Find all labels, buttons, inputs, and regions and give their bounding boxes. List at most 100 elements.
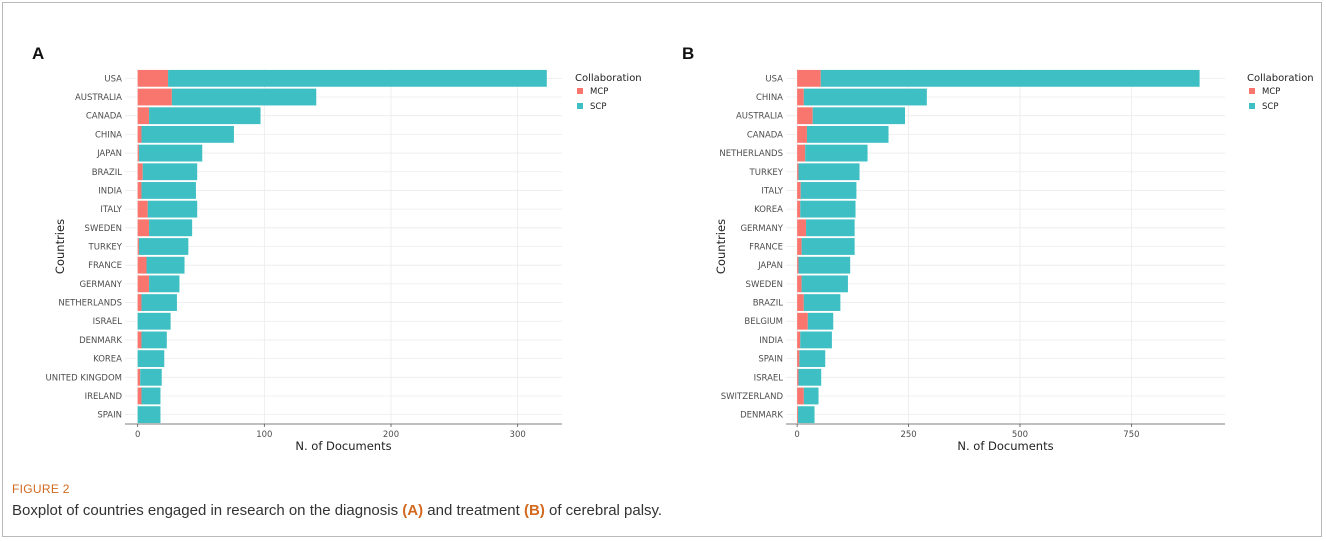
bar-mcp — [137, 144, 139, 162]
bar-scp — [142, 163, 198, 181]
bar-mcp — [137, 294, 142, 311]
bar-mcp — [797, 350, 800, 368]
bar-mcp — [797, 256, 799, 274]
bar-mcp — [137, 219, 150, 237]
bar-mcp — [797, 368, 799, 386]
legend-swatch-scp — [577, 103, 583, 109]
bar-scp — [138, 144, 203, 162]
y-tick-label: ISRAEL — [93, 317, 123, 327]
bar-mcp — [797, 331, 801, 349]
bar-scp — [800, 200, 856, 218]
bar-scp — [137, 406, 161, 424]
legend-label: MCP — [590, 87, 608, 97]
bar-scp — [803, 294, 841, 311]
bar-mcp — [797, 200, 801, 218]
bar-mcp — [137, 107, 150, 125]
bar-mcp — [137, 69, 169, 87]
bar-scp — [147, 200, 198, 218]
bar-scp — [141, 294, 177, 311]
x-tick-label: 200 — [383, 430, 399, 440]
caption-part-1: Boxplot of countries engaged in research… — [12, 502, 403, 519]
bar-scp — [801, 275, 848, 293]
x-tick-label: 500 — [1012, 430, 1028, 440]
y-tick-label: USA — [104, 74, 122, 84]
y-tick-label: DENMARK — [740, 411, 783, 421]
bar-mcp — [797, 163, 799, 181]
bar-scp — [171, 88, 317, 106]
y-axis-title: Countries — [53, 219, 67, 274]
bar-mcp — [797, 219, 807, 237]
y-tick-label: UNITED KINGDOM — [46, 373, 123, 383]
bar-scp — [141, 182, 196, 199]
bar-scp — [806, 219, 855, 237]
bar-scp — [798, 256, 851, 274]
x-axis-title: N. of Documents — [957, 439, 1053, 453]
legend-swatch-mcp — [577, 88, 583, 94]
y-tick-label: JAPAN — [757, 261, 783, 271]
bar-scp — [803, 88, 927, 106]
y-tick-label: BRAZIL — [753, 299, 784, 309]
figure-label: FIGURE 2 — [12, 482, 70, 496]
y-tick-label: BRAZIL — [92, 168, 123, 178]
bar-scp — [141, 125, 234, 143]
y-tick-label: INDIA — [98, 186, 122, 196]
bar-mcp — [797, 406, 799, 424]
y-tick-label: KOREA — [93, 355, 122, 365]
bar-scp — [803, 387, 819, 405]
panel-letter: A — [32, 44, 44, 63]
bar-mcp — [797, 238, 802, 255]
y-tick-label: DENMARK — [79, 336, 122, 346]
bar-scp — [807, 312, 834, 330]
bar-mcp — [137, 256, 147, 274]
y-tick-label: ITALY — [761, 186, 783, 196]
bar-mcp — [137, 331, 142, 349]
legend-title: Collaboration — [1247, 73, 1314, 84]
y-tick-label: USA — [765, 74, 783, 84]
y-tick-label: SPAIN — [758, 355, 783, 365]
legend-label: MCP — [1262, 87, 1280, 97]
x-tick-label: 750 — [1123, 430, 1139, 440]
bar-scp — [798, 368, 822, 386]
figure-caption: Boxplot of countries engaged in research… — [12, 502, 662, 519]
caption-panel-a-ref: (A) — [402, 502, 424, 519]
bar-mcp — [137, 238, 139, 255]
bar-mcp — [137, 163, 143, 181]
x-tick-label: 100 — [256, 430, 272, 440]
bar-scp — [149, 275, 180, 293]
bar-scp — [137, 312, 171, 330]
chart-panel-a: A USA AUSTRALIA CANADA CHINA JAPAN BRAZIL INDIA… — [32, 44, 642, 453]
bar-mcp — [797, 275, 802, 293]
y-tick-label: GERMANY — [740, 224, 783, 234]
y-tick-label: AUSTRALIA — [75, 93, 122, 103]
y-tick-label: SPAIN — [97, 411, 122, 421]
y-tick-label: FRANCE — [88, 261, 122, 271]
y-tick-label: ITALY — [100, 205, 122, 215]
bar-mcp — [137, 125, 142, 143]
bar-scp — [149, 219, 193, 237]
caption-part-2: and treatment — [423, 502, 524, 519]
y-tick-label: SWEDEN — [85, 224, 122, 234]
bar-scp — [805, 144, 868, 162]
bar-scp — [168, 69, 547, 87]
bar-scp — [799, 350, 826, 368]
y-tick-label: GERMANY — [79, 280, 122, 290]
y-tick-label: SWEDEN — [746, 280, 783, 290]
bar-scp — [798, 406, 815, 424]
y-tick-label: FRANCE — [749, 243, 783, 253]
bar-mcp — [797, 387, 804, 405]
bar-mcp — [797, 182, 801, 199]
x-axis-title: N. of Documents — [295, 439, 391, 453]
bar-mcp — [137, 88, 172, 106]
legend-swatch-mcp — [1249, 88, 1255, 94]
y-tick-label: SWITZERLAND — [721, 392, 784, 402]
legend-title: Collaboration — [575, 73, 642, 84]
y-tick-label: ISRAEL — [754, 373, 784, 383]
bar-scp — [798, 163, 860, 181]
x-tick-label: 0 — [135, 430, 140, 440]
bar-scp — [800, 182, 857, 199]
bar-scp — [820, 69, 1200, 87]
bar-scp — [141, 331, 167, 349]
bar-scp — [801, 238, 855, 255]
y-tick-label: NETHERLANDS — [58, 299, 122, 309]
y-tick-label: CHINA — [95, 130, 122, 140]
